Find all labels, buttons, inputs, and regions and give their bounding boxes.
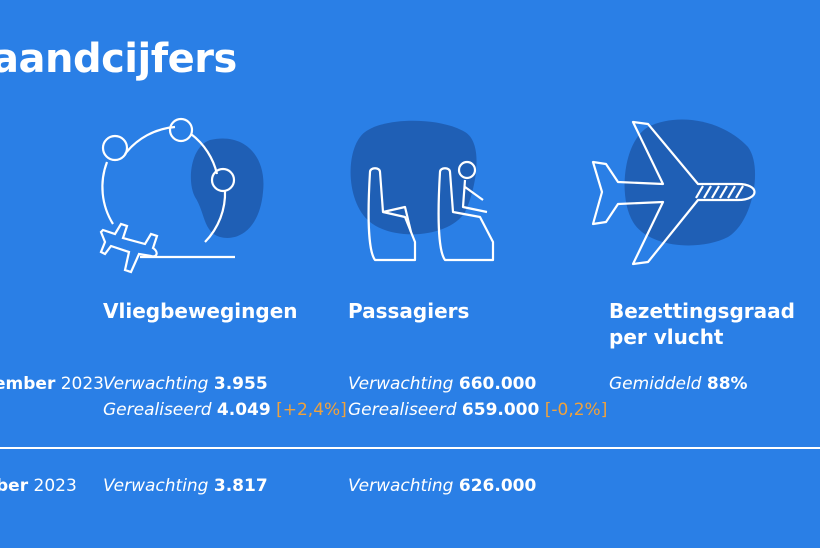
period1-occupancy: Gemiddeld 88%	[609, 374, 748, 394]
divider	[0, 447, 820, 449]
category-occupancy-label: Bezettingsgraad per vlucht	[609, 299, 795, 349]
page-title: aandcijfers	[0, 36, 237, 82]
period1-passengers-delta: [-0,2%]	[544, 400, 608, 420]
seats-icon	[350, 120, 495, 262]
period1-passengers-expected: Verwachting 660.000	[348, 374, 537, 394]
period1-label: ember 2023	[0, 374, 104, 394]
period2-label: ber 2023	[0, 476, 77, 496]
category-passengers-label: Passagiers	[348, 299, 470, 323]
period2-passengers-expected: Verwachting 626.000	[348, 476, 537, 496]
category-flights-label: Vliegbewegingen	[103, 299, 298, 323]
period2-flights-expected: Verwachting 3.817	[103, 476, 268, 496]
airplane-icon	[591, 119, 756, 266]
period1-flights-realized: Gerealiseerd 4.049 [+2,4%]	[103, 400, 347, 420]
period1-flights-expected: Verwachting 3.955	[103, 374, 268, 394]
flight-network-icon	[99, 117, 264, 274]
period1-passengers-realized: Gerealiseerd 659.000 [-0,2%]	[348, 400, 608, 420]
period1-flights-delta: [+2,4%]	[276, 400, 347, 420]
